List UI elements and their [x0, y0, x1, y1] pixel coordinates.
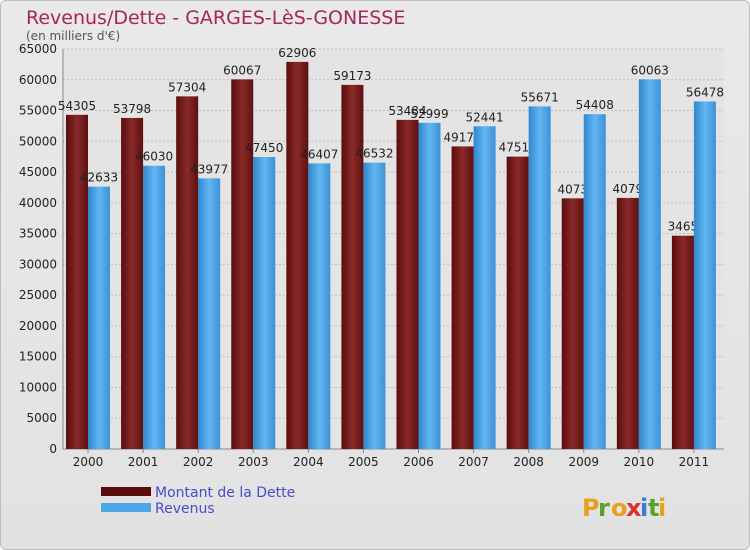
bar-revenus — [638, 79, 661, 450]
y-tick-label: 10000 — [19, 380, 57, 394]
y-tick-label: 35000 — [19, 227, 57, 241]
bar-revenus — [88, 186, 110, 450]
data-label: 3465 — [668, 220, 699, 234]
data-label: 57304 — [168, 80, 206, 94]
data-label: 60067 — [223, 63, 261, 77]
bar-revenus — [363, 162, 386, 449]
bar-revenus — [308, 163, 331, 449]
y-tick-label: 45000 — [19, 165, 57, 179]
data-label: 46030 — [135, 150, 173, 164]
data-label: 47450 — [245, 141, 283, 155]
data-label: 53798 — [113, 102, 151, 116]
x-tick-label: 2005 — [348, 455, 379, 469]
data-label: 4079 — [613, 182, 644, 196]
data-label: 55671 — [521, 90, 559, 104]
x-tick-label: 2009 — [568, 455, 599, 469]
bar-revenus — [583, 114, 606, 449]
x-tick-label: 2006 — [403, 455, 434, 469]
y-tick-label: 20000 — [19, 319, 57, 333]
data-label: 53484 — [388, 104, 426, 118]
data-label: 46407 — [300, 147, 338, 161]
y-tick-label: 5000 — [26, 411, 57, 425]
bar-revenus — [253, 157, 276, 449]
y-tick-label: 30000 — [19, 257, 57, 271]
bar-revenus — [198, 178, 221, 449]
data-label: 62906 — [278, 46, 316, 60]
bar-dette — [176, 96, 199, 450]
bar-dette — [121, 117, 144, 449]
data-label: 60063 — [631, 63, 669, 77]
bar-dette — [341, 84, 364, 449]
logo-letter: r — [598, 494, 610, 522]
logo-letter: P — [582, 494, 600, 522]
legend-swatch-dette — [101, 487, 151, 496]
bar-dette — [396, 119, 419, 450]
data-label: 42633 — [80, 171, 118, 185]
y-tick-label: 50000 — [19, 134, 57, 148]
bar-revenus — [693, 101, 716, 449]
y-tick-label: 60000 — [19, 73, 57, 87]
bar-dette — [616, 197, 639, 449]
bar-dette — [506, 156, 529, 449]
data-label: 54305 — [58, 99, 96, 113]
bar-dette — [451, 146, 474, 449]
logo-letter: i — [640, 494, 648, 522]
bar-revenus — [418, 122, 441, 450]
bar-dette — [66, 114, 88, 450]
legend-swatch-revenus — [101, 503, 151, 512]
x-tick-label: 2010 — [624, 455, 655, 469]
data-label: 4073 — [557, 182, 588, 196]
data-label: 52999 — [410, 107, 448, 121]
data-label: 56478 — [686, 85, 724, 99]
bar-revenus — [528, 106, 551, 449]
bar-revenus — [473, 126, 496, 449]
y-tick-label: 15000 — [19, 350, 57, 364]
x-tick-label: 2008 — [513, 455, 544, 469]
data-label: 46532 — [355, 147, 393, 161]
y-tick-label: 55000 — [19, 104, 57, 118]
chart-subtitle: (en milliers d'€) — [26, 29, 120, 43]
logo-letter: x — [626, 494, 642, 522]
x-tick-label: 2007 — [458, 455, 489, 469]
y-tick-label: 40000 — [19, 196, 57, 210]
data-label: 49170 — [443, 130, 481, 144]
bar-dette — [671, 235, 694, 449]
data-label: 54408 — [576, 98, 614, 112]
plot-area — [63, 49, 724, 449]
x-tick-label: 2011 — [679, 455, 710, 469]
logo-letter: t — [648, 494, 659, 522]
proxiti-logo: Pr oxi ti — [582, 494, 666, 522]
data-label: 43977 — [190, 162, 228, 176]
y-tick-label: 25000 — [19, 288, 57, 302]
bar-revenus — [143, 165, 166, 449]
bar-dette — [286, 61, 309, 449]
data-label: 47513 — [499, 141, 537, 155]
chart-title: Revenus/Dette - GARGES-LèS-GONESSE — [26, 7, 405, 29]
x-tick-label: 2000 — [73, 455, 104, 469]
x-tick-label: 2004 — [293, 455, 324, 469]
logo-letter: i — [658, 494, 666, 522]
x-tick-label: 2003 — [238, 455, 269, 469]
bar-dette — [561, 198, 584, 449]
legend-label-dette: Montant de la Dette — [155, 485, 295, 501]
x-tick-label: 2002 — [183, 455, 214, 469]
bar-dette — [231, 79, 254, 449]
y-tick-label: 65000 — [19, 42, 57, 56]
logo-letter: o — [611, 494, 628, 522]
x-tick-label: 2001 — [128, 455, 159, 469]
data-label: 59173 — [333, 69, 371, 83]
y-tick-label: 0 — [49, 442, 57, 456]
data-label: 52441 — [465, 110, 503, 124]
legend-label-revenus: Revenus — [155, 501, 215, 517]
